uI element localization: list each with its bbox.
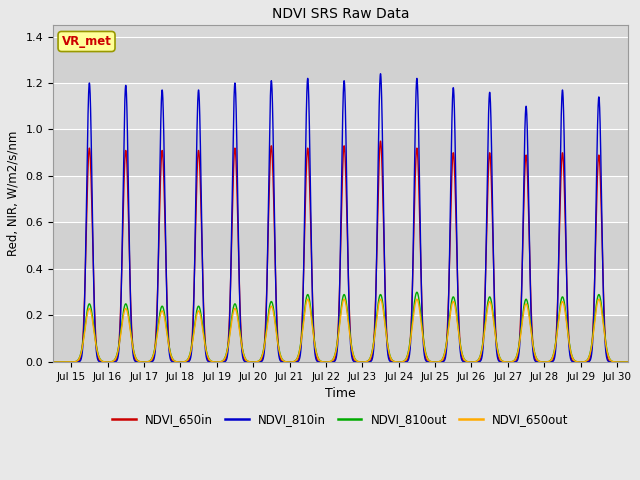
Line: NDVI_810out: NDVI_810out [53, 292, 628, 362]
NDVI_650out [389, 358, 397, 364]
NDVI_810out [78, 346, 86, 351]
Bar [53, 269, 628, 315]
NDVI_810in [49, 359, 57, 365]
Legend: NDVI_650in, NDVI_810in, NDVI_810out, NDVI_650out: NDVI_650in, NDVI_810in, NDVI_810out, NDV… [108, 408, 573, 431]
NDVI_650out [506, 359, 514, 365]
Bar [53, 315, 628, 362]
Bar [53, 36, 628, 83]
Text: VR_met: VR_met [61, 35, 111, 48]
NDVI_810out [476, 355, 483, 361]
NDVI_810in [476, 359, 483, 365]
NDVI_810out [624, 359, 632, 365]
NDVI_810in [376, 71, 384, 77]
NDVI_650in [476, 358, 483, 364]
Bar [53, 176, 628, 223]
NDVI_650in [624, 359, 632, 365]
NDVI_650in [389, 359, 397, 365]
NDVI_650out [476, 356, 483, 361]
NDVI_810in [506, 359, 514, 365]
NDVI_650in [376, 138, 384, 144]
NDVI_810out [389, 358, 397, 364]
NDVI_650out [257, 355, 265, 361]
Line: NDVI_650in: NDVI_650in [53, 141, 628, 362]
NDVI_650in [415, 168, 422, 174]
Bar [53, 223, 628, 269]
Line: NDVI_810in: NDVI_810in [53, 74, 628, 362]
NDVI_650in [506, 359, 514, 365]
X-axis label: Time: Time [325, 387, 356, 400]
NDVI_650out [49, 359, 57, 365]
NDVI_650in [78, 348, 86, 353]
NDVI_650out [78, 347, 86, 353]
NDVI_810in [78, 353, 86, 359]
NDVI_810out [49, 359, 57, 365]
Line: NDVI_650out: NDVI_650out [53, 299, 628, 362]
Title: NDVI SRS Raw Data: NDVI SRS Raw Data [272, 7, 409, 21]
Bar [53, 130, 628, 176]
NDVI_810out [506, 359, 514, 365]
NDVI_650in [49, 359, 57, 365]
NDVI_650in [257, 358, 265, 364]
NDVI_810in [257, 359, 265, 365]
Y-axis label: Red, NIR, W/m2/s/nm: Red, NIR, W/m2/s/nm [7, 131, 20, 256]
NDVI_650out [415, 300, 422, 305]
NDVI_810in [389, 359, 397, 365]
NDVI_810out [413, 289, 420, 295]
NDVI_650out [624, 359, 632, 365]
NDVI_810in [415, 113, 422, 119]
NDVI_810out [257, 355, 265, 361]
NDVI_650out [595, 296, 603, 302]
NDVI_810out [415, 293, 422, 299]
Bar [53, 83, 628, 130]
NDVI_810in [624, 359, 632, 365]
